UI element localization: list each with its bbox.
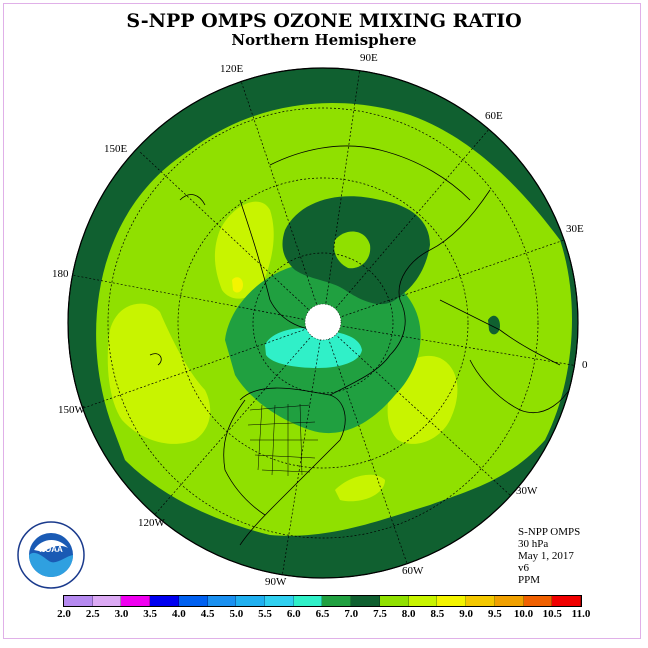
colorbar-swatch xyxy=(523,596,553,606)
usa-grid xyxy=(247,403,318,476)
noaa-logo-text: NOAA xyxy=(39,545,63,554)
colorbar-tick-label: 9.0 xyxy=(459,608,473,620)
lon-label-30w: 30W xyxy=(516,485,538,497)
colorbar-tick-label: 8.5 xyxy=(430,608,445,620)
colorbar-swatch xyxy=(437,596,467,606)
info-instrument: S-NPP OMPS xyxy=(518,526,581,538)
chart-subtitle: Northern Hemisphere xyxy=(231,31,417,49)
colorbar-swatch xyxy=(236,596,266,606)
colorbar-swatch xyxy=(92,596,122,606)
colorbar-swatch xyxy=(121,596,151,606)
colorbar-tick-label: 6.5 xyxy=(315,608,330,620)
lon-label-150e: 150E xyxy=(104,143,128,155)
lon-label-120e: 120E xyxy=(220,63,244,75)
colorbar-tick-label: 5.0 xyxy=(229,608,244,620)
colorbar xyxy=(63,595,582,607)
colorbar-swatch xyxy=(178,596,208,606)
colorbar-tick-label: 3.5 xyxy=(143,608,158,620)
colorbar-tick-label: 2.0 xyxy=(57,608,71,620)
polar-night-blank xyxy=(305,304,341,340)
colorbar-tick-label: 4.5 xyxy=(200,608,215,620)
noaa-logo: NOAA xyxy=(17,521,85,589)
colorbar-tick-label: 11.0 xyxy=(571,608,591,620)
lon-label-150w: 150W xyxy=(58,404,85,416)
lon-label-60e: 60E xyxy=(485,110,503,122)
colorbar-tick-label: 10.0 xyxy=(513,608,534,620)
colorbar-tick-label: 2.5 xyxy=(85,608,100,620)
contour-6-5-pacific-lobe xyxy=(200,78,424,116)
info-version: v6 xyxy=(518,562,529,574)
info-units: PPM xyxy=(518,574,541,586)
contour-8-5-spot xyxy=(232,277,243,293)
coastlines xyxy=(149,145,576,546)
lon-label-60w: 60W xyxy=(402,565,424,577)
colorbar-swatch xyxy=(351,596,380,606)
colorbar-swatch xyxy=(408,596,438,606)
contour-5-5-region xyxy=(265,328,362,368)
colorbar-tick-label: 10.5 xyxy=(542,608,562,620)
lon-label-90e: 90E xyxy=(360,52,378,64)
colorbar-labels: 2.0 2.5 3.0 3.5 4.0 4.5 5.0 5.5 6.0 6.5 7.0 7.5 8.0 8… xyxy=(0,608,648,622)
lon-label-30e: 30E xyxy=(566,223,584,235)
info-date: May 1, 2017 xyxy=(518,550,574,562)
lon-label-180: 180 xyxy=(52,268,69,280)
colorbar-swatch xyxy=(552,596,581,606)
contour-7-0-east-spot xyxy=(488,315,500,335)
colorbar-swatch xyxy=(150,596,179,606)
colorbar-swatch xyxy=(466,596,495,606)
lon-label-0: 0 xyxy=(582,359,588,371)
colorbar-tick-label: 4.0 xyxy=(172,608,186,620)
colorbar-tick-label: 5.5 xyxy=(258,608,272,620)
map-disc-border xyxy=(67,67,579,579)
colorbar-swatch xyxy=(207,596,237,606)
colorbar-swatch xyxy=(379,596,409,606)
contour-8-0-region-north xyxy=(214,201,274,299)
graticule xyxy=(71,68,578,578)
info-block: S-NPP OMPS 30 hPa May 1, 2017 v6 PPM xyxy=(518,526,580,586)
colorbar-tick-label: 7.0 xyxy=(344,608,359,620)
colorbar-tick-label: 6.0 xyxy=(286,608,301,620)
colorbar-swatch xyxy=(322,596,352,606)
colorbar-swatch xyxy=(494,596,524,606)
chart-title: S-NPP OMPS OZONE MIXING RATIO xyxy=(126,10,522,32)
contour-8-0-region-west xyxy=(107,303,211,444)
colorbar-swatch xyxy=(293,596,323,606)
lon-label-120w: 120W xyxy=(138,517,165,529)
colorbar-tick-label: 8.0 xyxy=(401,608,416,620)
polar-night-dots xyxy=(304,303,342,341)
colorbar-tick-label: 7.5 xyxy=(373,608,387,620)
info-level: 30 hPa xyxy=(518,538,549,550)
lon-label-90w: 90W xyxy=(265,576,287,588)
colorbar-tick-label: 3.0 xyxy=(114,608,129,620)
contour-8-0-region-africa xyxy=(335,474,385,502)
colorbar-swatch xyxy=(64,596,93,606)
colorbar-tick-label: 9.5 xyxy=(487,608,502,620)
contour-7-5-hole xyxy=(334,231,371,269)
colorbar-swatch xyxy=(265,596,294,606)
figure-frame xyxy=(3,3,641,639)
